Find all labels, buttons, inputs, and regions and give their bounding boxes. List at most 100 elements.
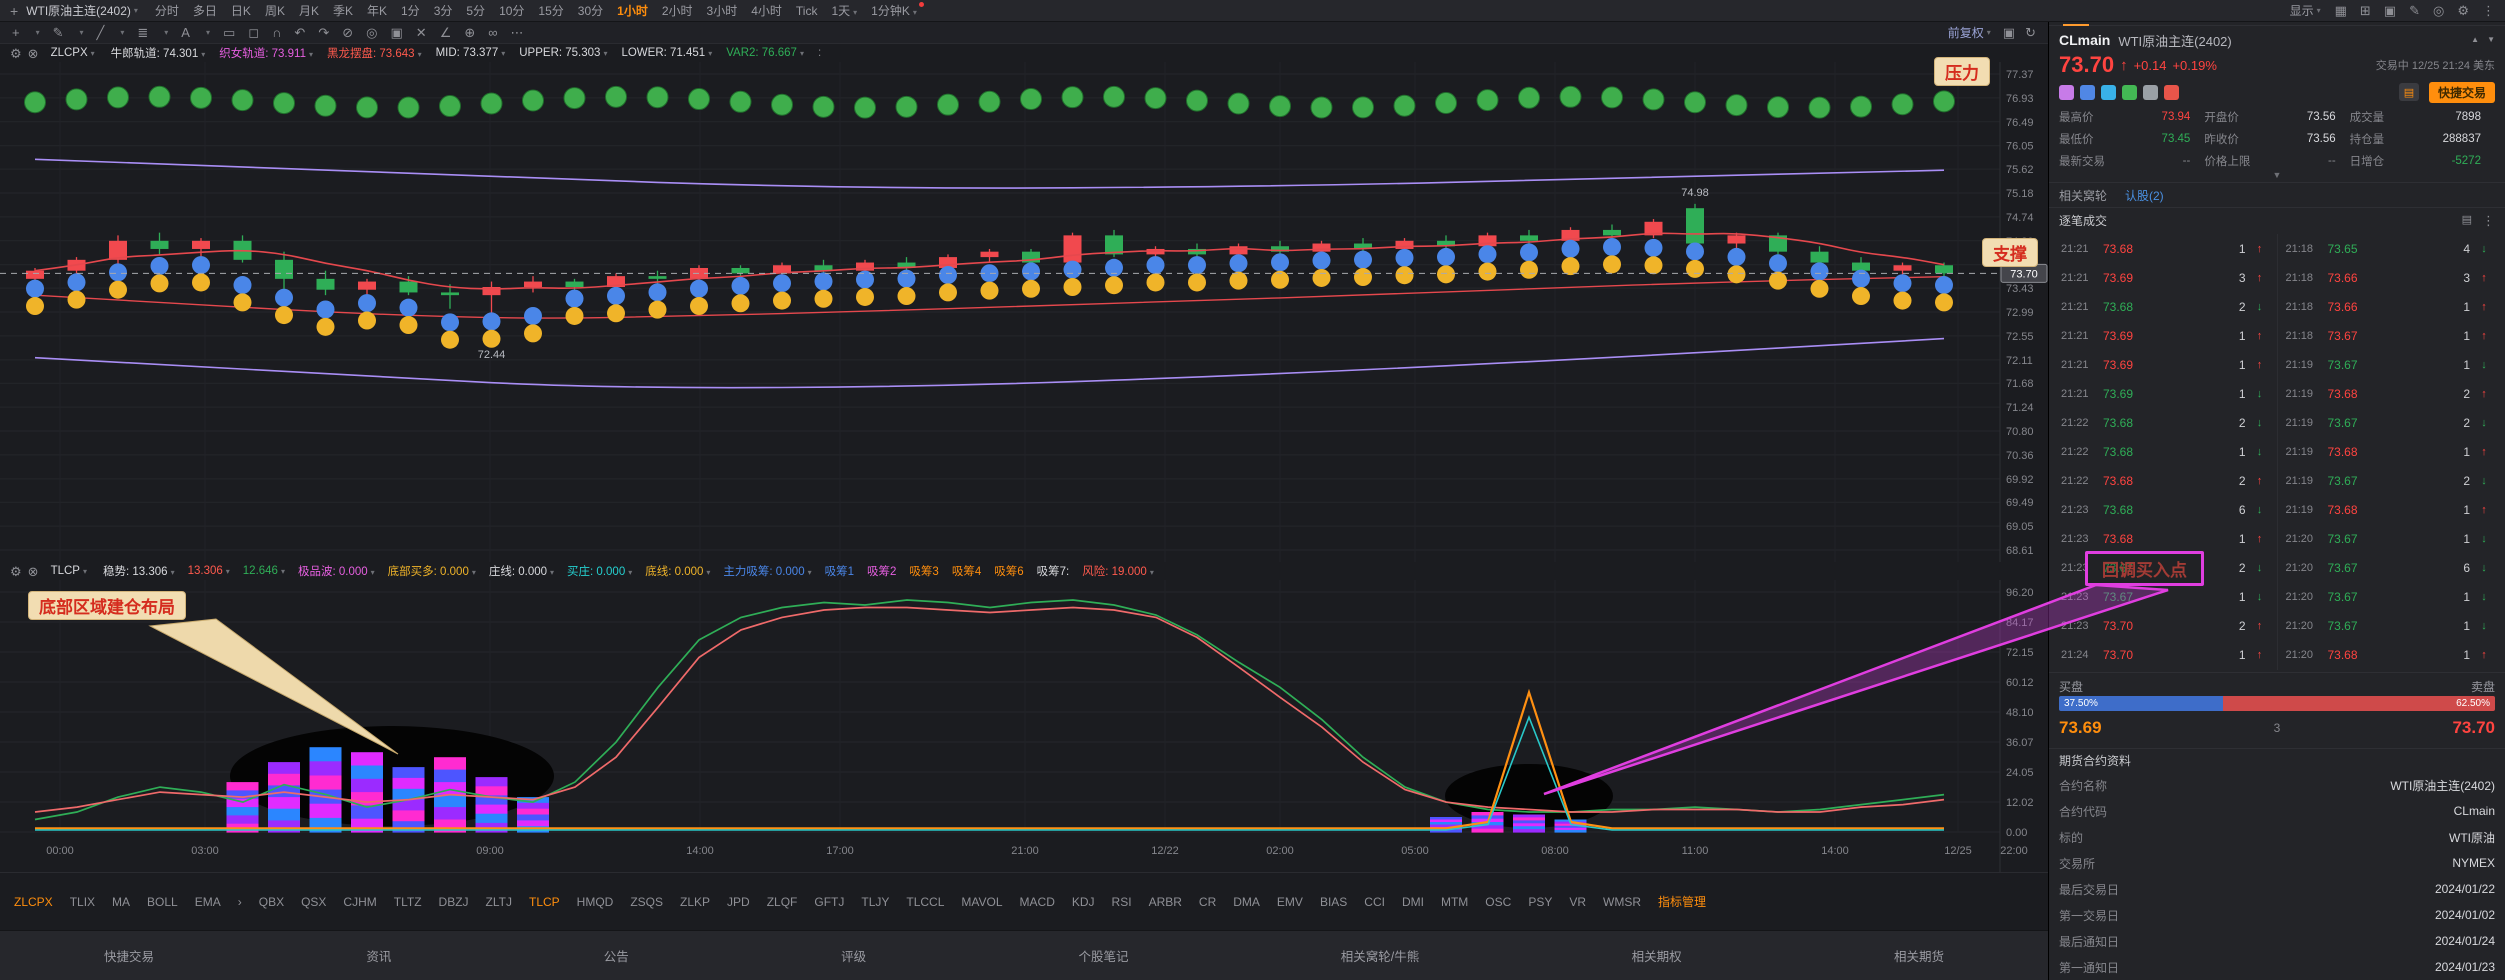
- text-tool-icon[interactable]: A: [181, 25, 190, 40]
- timeframe-10分[interactable]: 10分: [499, 4, 525, 18]
- panel-icon[interactable]: ▣: [2002, 25, 2016, 40]
- timeframe-分时[interactable]: 分时: [154, 4, 179, 18]
- draw-icon[interactable]: ✎: [2409, 3, 2420, 18]
- indicator-tab-TLJY[interactable]: TLJY: [861, 894, 890, 909]
- display-menu[interactable]: 显示 ▾: [2290, 2, 2321, 19]
- indicator-selector[interactable]: ZLCPX ▾: [51, 47, 95, 59]
- zoom-in-icon[interactable]: ⊕: [464, 25, 476, 40]
- settings-icon[interactable]: ⚙: [10, 45, 22, 61]
- link-icon[interactable]: ∞: [488, 25, 498, 40]
- callout-tool-icon[interactable]: ◻: [248, 25, 260, 40]
- indicator-tab-MA[interactable]: MA: [112, 894, 131, 909]
- indicator-tab-DMI[interactable]: DMI: [1401, 894, 1424, 909]
- indicator-tab-TLCP[interactable]: TLCP: [528, 894, 560, 909]
- timeframe-多日[interactable]: 多日: [192, 4, 217, 18]
- expand-icon[interactable]: ›: [237, 894, 242, 909]
- timeframe-1小时[interactable]: 1小时: [617, 4, 648, 18]
- timeframe-4小时[interactable]: 4小时: [751, 4, 782, 18]
- indicator-tab-BOLL[interactable]: BOLL: [147, 894, 178, 909]
- bottom-nav-相关窝轮/牛熊[interactable]: 相关窝轮/牛熊: [1340, 950, 1420, 964]
- indicator-tab-VR[interactable]: VR: [1569, 894, 1586, 909]
- delete-icon[interactable]: ✕: [415, 25, 427, 40]
- indicator-tab-WMSR[interactable]: WMSR: [1603, 894, 1641, 909]
- indicator-tab-ZLQF[interactable]: ZLQF: [766, 894, 798, 909]
- indicator-tab-DBZJ[interactable]: DBZJ: [438, 894, 469, 909]
- indicator-tab-DMA[interactable]: DMA: [1233, 894, 1260, 909]
- multi-window-icon[interactable]: ⊞: [2359, 3, 2371, 18]
- timeframe-日K[interactable]: 日K: [230, 4, 251, 18]
- layout-grid-icon[interactable]: ▦: [2334, 3, 2347, 18]
- prev-symbol-icon[interactable]: ▲: [2471, 35, 2480, 44]
- indicator-tab-RSI[interactable]: RSI: [1111, 894, 1132, 909]
- settings-icon[interactable]: ⚙: [2457, 3, 2469, 18]
- quick-app-icon-3[interactable]: [2101, 84, 2116, 100]
- timeframe-3分[interactable]: 3分: [433, 4, 453, 18]
- indicator-tab-ZLTJ[interactable]: ZLTJ: [485, 894, 512, 909]
- sub-chart-canvas[interactable]: 96.20 84.17 72.15 60.12 48.10 36.07 24.05 12.02…: [0, 580, 2048, 872]
- warrant-link[interactable]: 认股(2): [2125, 188, 2164, 203]
- timeframe-年K[interactable]: 年K: [366, 4, 387, 18]
- timeframe-1分[interactable]: 1分: [401, 4, 420, 18]
- timeframe-1天[interactable]: 1天 ▾: [831, 4, 858, 18]
- indicator-tab-CCI[interactable]: CCI: [1364, 894, 1385, 909]
- indicator-tab-QBX[interactable]: QBX: [258, 894, 285, 909]
- crosshair-icon[interactable]: +: [12, 25, 20, 40]
- undo-icon[interactable]: ↶: [294, 25, 306, 40]
- quick-app-icon-5[interactable]: [2143, 84, 2158, 100]
- more-icon[interactable]: ⋮: [2482, 212, 2495, 228]
- indicator-tab-TLIX[interactable]: TLIX: [69, 894, 96, 909]
- bottom-nav-相关期货[interactable]: 相关期货: [1893, 950, 1944, 964]
- indicator-tab-ZLCPX[interactable]: ZLCPX: [14, 894, 53, 909]
- indicator-tab-TLTZ[interactable]: TLTZ: [393, 894, 422, 909]
- trendline-icon[interactable]: ╱: [96, 25, 105, 40]
- indicator-tab-MAVOL[interactable]: MAVOL: [961, 894, 1003, 909]
- quick-app-icon-6[interactable]: [2164, 84, 2179, 100]
- indicator-tab-BIAS[interactable]: BIAS: [1319, 894, 1348, 909]
- indicator-tab-ZLKP[interactable]: ZLKP: [680, 894, 711, 909]
- redo-icon[interactable]: ↷: [318, 25, 330, 40]
- indicator-tab-TLCCL[interactable]: TLCCL: [906, 894, 945, 909]
- indicator-selector[interactable]: TLCP ▾: [51, 565, 87, 577]
- bottom-nav-公告[interactable]: 公告: [603, 950, 629, 964]
- timeframe-Tick[interactable]: Tick: [795, 3, 818, 18]
- bottom-nav-个股笔记[interactable]: 个股笔记: [1078, 950, 1129, 964]
- expand-quotes-button[interactable]: ▼: [2272, 170, 2282, 180]
- timeframe-季K[interactable]: 季K: [332, 4, 353, 18]
- indicator-tab-ARBR[interactable]: ARBR: [1148, 894, 1182, 909]
- visibility-icon[interactable]: ◎: [366, 25, 378, 40]
- indicator-tab-ZSQS[interactable]: ZSQS: [630, 894, 664, 909]
- tick-trade-list[interactable]: 21:21 73.68 1 ↑ 21:21 73.69 3 ↑ 21:21 73.68 2 ↓ 21:2…: [2049, 232, 2505, 672]
- indicator-tab-EMV[interactable]: EMV: [1276, 894, 1303, 909]
- screenshot-icon[interactable]: ◎: [2433, 3, 2445, 18]
- timeframe-30分[interactable]: 30分: [577, 4, 604, 18]
- more-icon[interactable]: ⋮: [2482, 3, 2495, 18]
- more-icon[interactable]: ⋯: [510, 25, 524, 40]
- timeframe-周K[interactable]: 周K: [264, 4, 285, 18]
- measure-icon[interactable]: ∠: [439, 25, 452, 40]
- timeframe-5分[interactable]: 5分: [466, 4, 486, 18]
- refresh-icon[interactable]: ↻: [2025, 25, 2036, 40]
- quick-app-icon-1[interactable]: [2059, 84, 2074, 100]
- bottom-nav-快捷交易[interactable]: 快捷交易: [104, 950, 155, 964]
- move-icon[interactable]: +: [10, 2, 19, 19]
- lock-icon[interactable]: ▣: [390, 25, 403, 40]
- settings-icon[interactable]: ⚙: [10, 563, 22, 579]
- indicator-tab-KDJ[interactable]: KDJ: [1071, 894, 1095, 909]
- indicator-tab-HMQD[interactable]: HMQD: [576, 894, 614, 909]
- timeframe-2小时[interactable]: 2小时: [661, 4, 693, 18]
- main-chart-canvas[interactable]: 77.3776.9376.4976.0575.6275.1874.7474.30…: [0, 62, 2048, 562]
- bottom-nav-相关期权[interactable]: 相关期权: [1631, 950, 1682, 964]
- bottom-nav-资讯[interactable]: 资讯: [366, 950, 392, 964]
- indicator-tab-CJHM[interactable]: CJHM: [343, 894, 377, 909]
- indicator-tab-PSY[interactable]: PSY: [1528, 894, 1553, 909]
- shape-tool-icon[interactable]: ▭: [222, 25, 236, 40]
- fibonacci-icon[interactable]: ≣: [137, 25, 149, 40]
- next-symbol-icon[interactable]: ▼: [2487, 35, 2495, 44]
- timeframe-15分[interactable]: 15分: [538, 4, 564, 18]
- close-icon[interactable]: ⊗: [27, 563, 39, 579]
- timeframe-1分钟K[interactable]: 1分钟K ▾: [864, 2, 931, 19]
- indicator-tab-MTM[interactable]: MTM: [1440, 894, 1469, 909]
- indicator-tab-GFTJ[interactable]: GFTJ: [814, 894, 845, 909]
- pencil-icon[interactable]: ✎: [52, 25, 64, 40]
- indicator-tab-QSX[interactable]: QSX: [301, 894, 327, 909]
